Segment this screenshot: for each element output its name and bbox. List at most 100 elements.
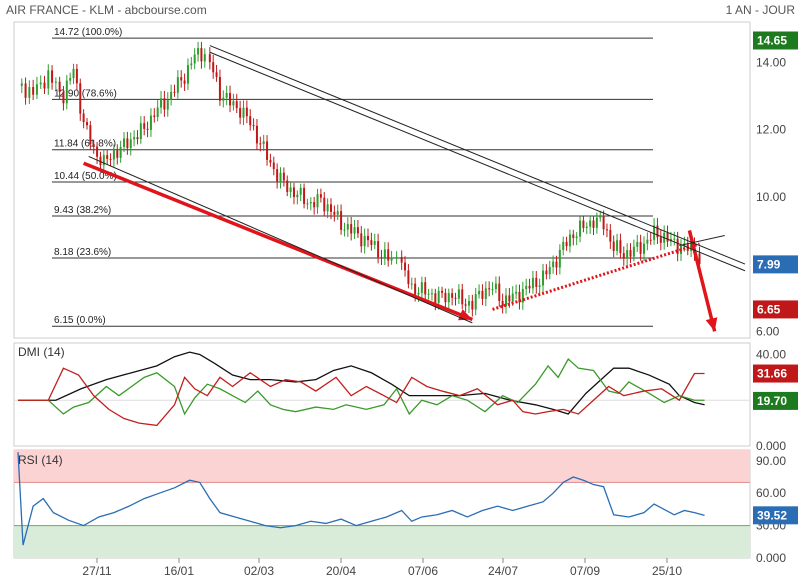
candle-body [269,159,272,163]
rsi-value-tag-box [753,506,798,525]
candle-body [602,216,605,230]
candle-body [139,123,142,140]
candle-body [451,293,454,298]
red-arrow-head [458,309,473,321]
candle-body [488,288,491,290]
candle-body [35,84,38,95]
candle-body [153,115,156,117]
candle-body [65,80,68,104]
candle-body [430,293,433,295]
candle-body [404,262,407,271]
candle-body [232,101,235,106]
candle-body [323,197,326,212]
dmi-y-tick: 0.000 [756,439,786,453]
candle-body [116,150,119,158]
candle-body [395,257,398,259]
x-tick-label: 25/10 [652,564,682,578]
price-y-tick: 12.00 [756,123,786,137]
candle-body [160,98,163,108]
candle-body [380,257,383,259]
candle-body [531,277,534,289]
candle-body [289,187,292,192]
candle-body [166,99,169,110]
candle-body [329,204,332,212]
candle-body [43,82,46,89]
candle-body [255,125,258,144]
x-tick-label: 24/07 [488,564,518,578]
price-plot-area [13,21,751,339]
candle-body [319,194,322,198]
candle-body [575,236,578,239]
candle-body [676,238,679,254]
candle-body [58,81,61,92]
trend-line [679,234,725,247]
candle-body [183,80,186,84]
candle-body [123,138,126,147]
candle-body [417,292,420,295]
rsi-line [17,452,705,546]
candle-body [659,237,662,243]
candle-body [471,300,474,310]
dmi-value-tag-box [753,391,798,410]
candle-body [592,220,595,228]
candle-body [343,229,346,231]
candle-body [605,229,608,231]
candle-body [180,77,183,81]
candle-body [518,291,521,303]
candle-body [112,150,115,160]
candle-body [89,125,92,145]
candle-body [562,241,565,250]
support-trendline [492,242,700,311]
candle-body [360,233,363,247]
candle-body [282,172,285,181]
candle-body [698,253,701,264]
x-axis: 27/11 16/01 02/03 20/04 07/06 24/07 07/09 25/10 [82,558,682,578]
rsi-y-tick: 90.00 [756,454,786,468]
trend-line [88,156,473,324]
candle-body [410,283,413,285]
price-panel: 14.72 (100.0%) 12.90 (78.6%) 11.84 (61.8%)… [13,21,798,339]
candle-body [387,249,390,261]
price-tag: 6.65 [757,302,781,316]
candle-body [72,68,75,79]
candle-body [218,76,221,101]
candle-body [96,146,99,157]
candle-body [377,241,380,258]
candle-body [102,155,105,166]
candle-body [156,107,159,117]
candle-body [407,270,410,284]
candle-body [666,232,669,242]
candle-body [197,48,200,55]
candle-body [568,234,571,247]
fib-label: 14.72 (100.0%) [54,27,122,38]
price-y-tick: 14.00 [756,55,786,69]
candle-body [119,146,122,158]
trend-line [209,45,746,265]
candle-body [239,108,242,118]
candle-body [24,83,27,98]
candle-body [457,289,460,299]
candle-body [427,293,430,295]
dmi-line-minusdi [18,367,705,427]
candle-body [467,300,470,306]
candle-body [461,289,464,305]
candle-body [649,239,652,241]
x-tick-label: 07/06 [408,564,438,578]
candle-body [673,238,676,240]
candle-body [54,81,57,83]
candle-body [595,217,598,228]
dmi-line-adx [18,351,705,415]
candle-body [190,63,193,66]
candle-body [249,116,252,126]
candle-body [494,283,497,290]
candle-body [508,295,511,302]
candle-body [545,270,548,275]
price-tag: 7.99 [757,257,781,271]
candle-body [501,300,504,307]
candle-body [276,169,279,182]
candle-body [303,187,306,204]
period-label: 1 AN - JOUR [726,3,796,17]
candle-body [538,285,541,287]
